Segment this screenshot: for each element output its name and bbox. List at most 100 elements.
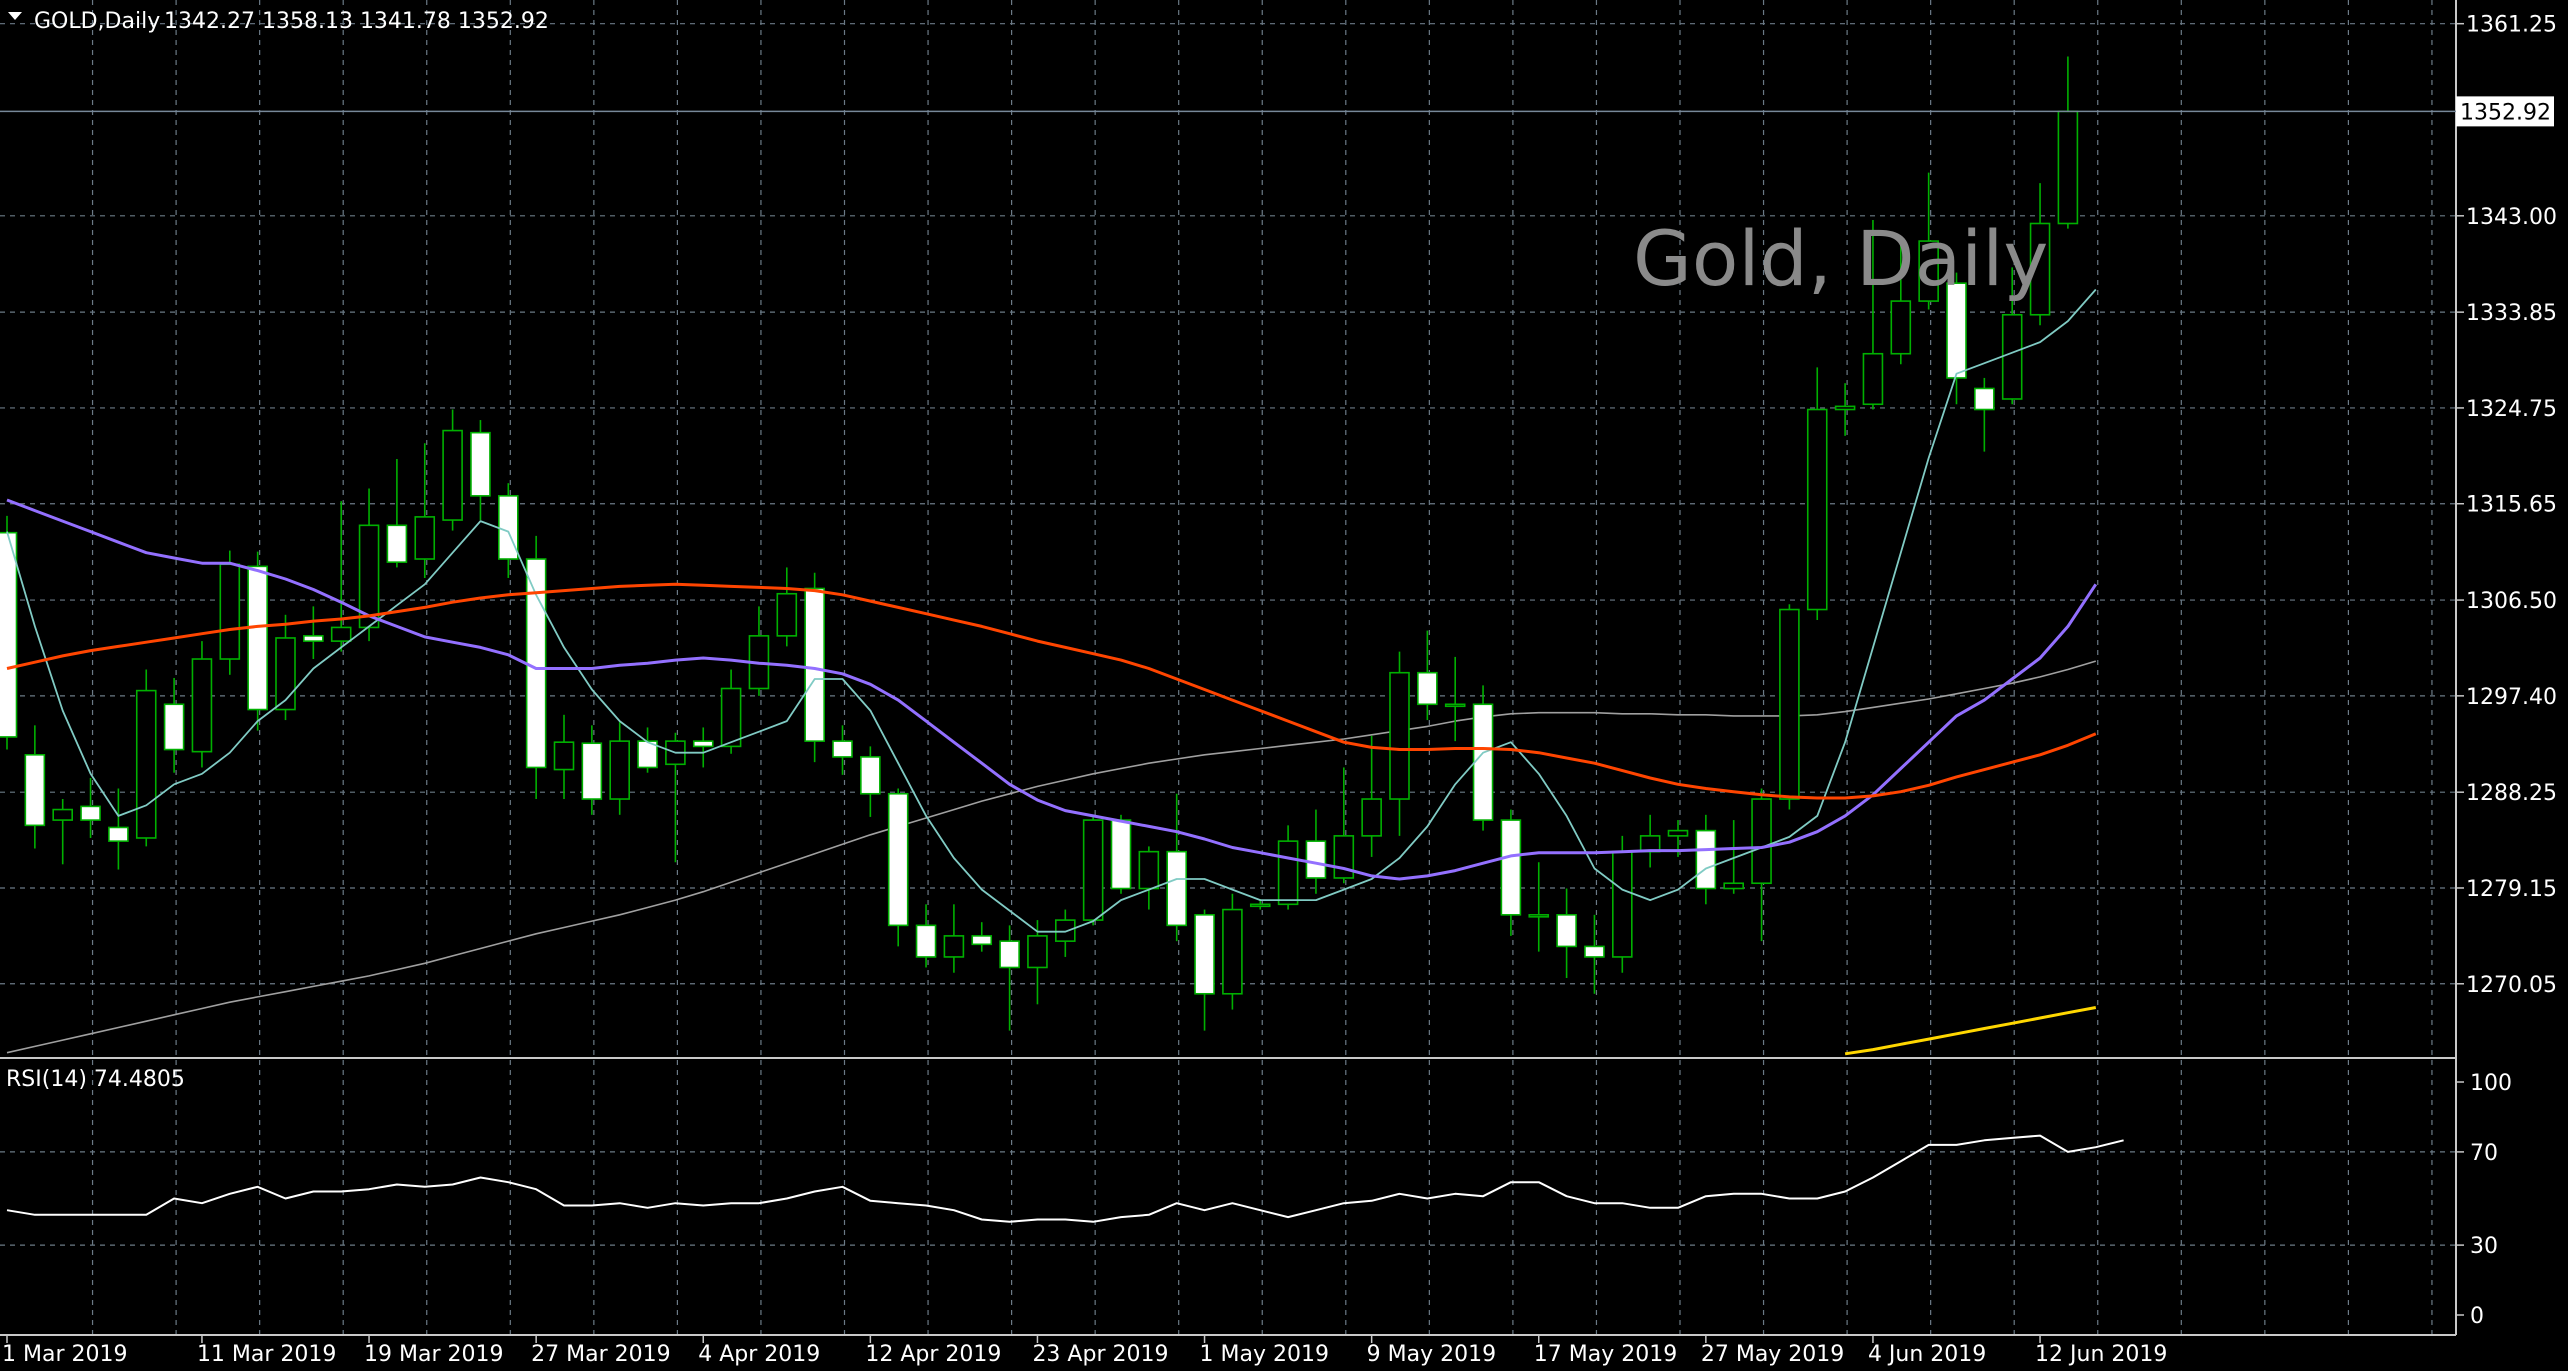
candle-bullish — [1444, 703, 1466, 708]
candle-bearish — [386, 524, 408, 563]
candle-bearish — [860, 756, 881, 795]
candle-bearish — [525, 558, 547, 769]
candle-bullish — [414, 516, 436, 560]
candle-bearish — [887, 792, 909, 927]
candle-bullish — [1834, 405, 1856, 411]
price-tick-label: 1279.15 — [2466, 877, 2557, 902]
candle-bullish — [1918, 240, 1939, 302]
moving-average-ma-slow — [6, 498, 2098, 881]
candle-bullish — [442, 429, 463, 521]
rsi-series-line — [6, 1134, 2124, 1223]
price-tick-label: 1361.25 — [2466, 13, 2557, 38]
candle-bullish — [1027, 935, 1048, 969]
candle-bearish — [80, 805, 101, 821]
candle-bearish — [470, 431, 491, 497]
rsi-tick-label: 100 — [2470, 1071, 2512, 1096]
moving-average-ma-orange — [6, 582, 2097, 800]
time-tick-label: 1 Mar 2019 — [2, 1342, 127, 1367]
candle-bullish — [1361, 798, 1382, 837]
candle-bullish — [52, 808, 74, 821]
candle-bearish — [804, 587, 825, 742]
rsi-line — [6, 1134, 2124, 1223]
moving-average-ma-fast — [6, 288, 2097, 933]
candle-bullish — [1055, 919, 1076, 942]
price-tick-label: 1333.85 — [2466, 301, 2557, 326]
candle-bullish — [943, 935, 965, 958]
moving-average-ma-yellow — [1844, 1006, 2097, 1056]
candle-bearish — [1110, 819, 1132, 890]
candle-bearish — [24, 754, 46, 827]
candle-bullish — [1890, 300, 1912, 355]
candle-bearish — [108, 826, 129, 842]
candle-bearish — [692, 740, 714, 748]
candle-bullish — [1222, 908, 1243, 995]
rsi-tick-label: 70 — [2470, 1141, 2498, 1166]
candle-bullish — [2029, 222, 2051, 316]
candle-bearish — [1500, 819, 1522, 916]
candle-bullish — [1138, 850, 1160, 890]
candle-bearish — [999, 940, 1020, 969]
candle-bearish — [832, 740, 853, 758]
time-tick-label: 4 Jun 2019 — [1868, 1342, 1986, 1367]
candle-bullish — [2057, 110, 2079, 225]
moving-averages — [6, 288, 2098, 1056]
candle-bullish — [1667, 829, 1689, 837]
current-price-badge-bg — [2456, 96, 2554, 127]
candle-bullish — [191, 658, 213, 753]
price-tick-label: 1343.00 — [2466, 205, 2557, 230]
price-tick-label: 1306.50 — [2466, 589, 2557, 614]
candle-bullish — [135, 689, 157, 839]
moving-average-long-line — [6, 660, 2097, 1054]
candle-bullish — [275, 637, 296, 711]
rsi-title: RSI(14) 74.4805 — [6, 1067, 185, 1092]
candle-bullish — [2001, 313, 2023, 400]
candle-bearish — [497, 495, 519, 560]
current-price-badge-text: 1352.92 — [2460, 100, 2551, 125]
candle-bullish — [1389, 671, 1410, 800]
candles — [0, 56, 2079, 1031]
time-tick-label: 12 Apr 2019 — [865, 1342, 1001, 1367]
candle-bearish — [1472, 703, 1494, 821]
rsi-tick-label: 0 — [2470, 1304, 2484, 1329]
candle-bullish — [1277, 840, 1299, 906]
symbol-title: GOLD,Daily — [34, 9, 160, 34]
candle-bullish — [1806, 408, 1828, 611]
candle-bearish — [581, 742, 603, 800]
candle-bearish — [303, 635, 324, 642]
candle-bullish — [1528, 914, 1550, 918]
ohlc-values: 1342.27 1358.13 1341.78 1352.92 — [164, 9, 549, 34]
candle-bearish — [1305, 840, 1327, 879]
candle-bullish — [1612, 850, 1633, 958]
candle-bullish — [1862, 352, 1884, 406]
symbol-dropdown-icon[interactable] — [8, 12, 22, 20]
moving-average-long — [6, 660, 2097, 1054]
candle-bearish — [1556, 914, 1577, 948]
price-tick-label: 1324.75 — [2466, 397, 2557, 422]
candle-bearish — [1695, 829, 1717, 890]
time-tick-label: 23 Apr 2019 — [1032, 1342, 1168, 1367]
chart-watermark: Gold, Daily — [1633, 214, 2048, 303]
time-tick-label: 27 May 2019 — [1701, 1342, 1844, 1367]
time-axis-labels: 1 Mar 2019 11 Mar 2019 19 Mar 2019 27 Mar 2… — [2, 1335, 2167, 1367]
candle-bearish — [0, 531, 18, 738]
rsi-axis-labels: 100 70 30 0 — [2456, 1071, 2512, 1329]
price-tick-label: 1315.65 — [2466, 493, 2557, 518]
candle-bearish — [1166, 850, 1187, 927]
price-axis-labels: 1361.25 1343.00 1333.85 1324.75 1315.65 1306.… — [2456, 13, 2557, 998]
candle-bullish — [1082, 819, 1104, 921]
time-tick-label: 9 May 2019 — [1367, 1342, 1496, 1367]
time-tick-label: 12 Jun 2019 — [2035, 1342, 2167, 1367]
current-price-badge: 1352.92 — [2456, 96, 2554, 127]
time-tick-label: 11 Mar 2019 — [197, 1342, 336, 1367]
candle-bullish — [1249, 903, 1271, 908]
candle-bearish — [247, 565, 268, 711]
candle-bearish — [163, 703, 185, 751]
candle-bearish — [1584, 945, 1605, 958]
candle-bearish — [1194, 914, 1215, 995]
candle-bearish — [1974, 387, 1995, 411]
candle-bullish — [1723, 882, 1744, 890]
candle-bullish — [720, 687, 742, 748]
time-tick-label: 19 Mar 2019 — [364, 1342, 503, 1367]
candle-bullish — [219, 563, 241, 660]
